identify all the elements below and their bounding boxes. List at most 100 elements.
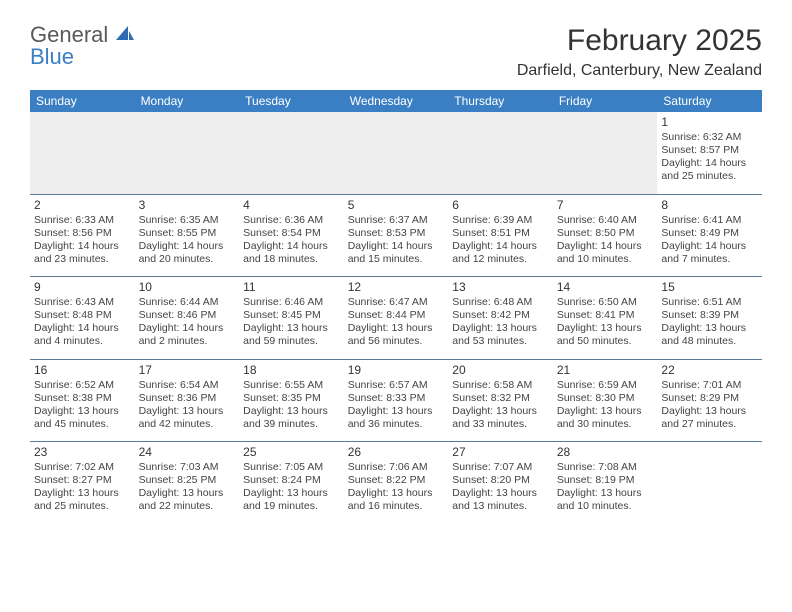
day-cell: [448, 112, 553, 194]
sunset-text: Sunset: 8:33 PM: [348, 392, 445, 405]
daylight-text: Daylight: 14 hours and 2 minutes.: [139, 322, 236, 348]
day-number: 17: [139, 363, 236, 378]
daylight-text: Daylight: 13 hours and 48 minutes.: [661, 322, 758, 348]
logo-text: General Blue: [30, 24, 134, 68]
sunrise-text: Sunrise: 6:40 AM: [557, 214, 654, 227]
sunset-text: Sunset: 8:46 PM: [139, 309, 236, 322]
daylight-text: Daylight: 14 hours and 12 minutes.: [452, 240, 549, 266]
day-cell: 9Sunrise: 6:43 AMSunset: 8:48 PMDaylight…: [30, 276, 135, 359]
sunset-text: Sunset: 8:19 PM: [557, 474, 654, 487]
day-number: 3: [139, 198, 236, 213]
sunrise-text: Sunrise: 6:51 AM: [661, 296, 758, 309]
sunrise-text: Sunrise: 6:55 AM: [243, 379, 340, 392]
day-number: 25: [243, 445, 340, 460]
day-number: 12: [348, 280, 445, 295]
day-cell: 8Sunrise: 6:41 AMSunset: 8:49 PMDaylight…: [657, 194, 762, 277]
day-number: 26: [348, 445, 445, 460]
day-cell: 25Sunrise: 7:05 AMSunset: 8:24 PMDayligh…: [239, 441, 344, 524]
daylight-text: Daylight: 13 hours and 39 minutes.: [243, 405, 340, 431]
sunset-text: Sunset: 8:49 PM: [661, 227, 758, 240]
day-number: 24: [139, 445, 236, 460]
day-cell: [344, 112, 449, 194]
sunrise-text: Sunrise: 7:06 AM: [348, 461, 445, 474]
day-cell: 18Sunrise: 6:55 AMSunset: 8:35 PMDayligh…: [239, 359, 344, 442]
day-cell: 1Sunrise: 6:32 AMSunset: 8:57 PMDaylight…: [657, 112, 762, 194]
daylight-text: Daylight: 13 hours and 22 minutes.: [139, 487, 236, 513]
day-number: 7: [557, 198, 654, 213]
sunrise-text: Sunrise: 6:48 AM: [452, 296, 549, 309]
day-number: 19: [348, 363, 445, 378]
weekday-header: Wednesday: [344, 90, 449, 112]
daylight-text: Daylight: 14 hours and 7 minutes.: [661, 240, 758, 266]
day-number: 8: [661, 198, 758, 213]
month-title: February 2025: [517, 24, 762, 58]
daylight-text: Daylight: 13 hours and 25 minutes.: [34, 487, 131, 513]
header: General Blue February 2025 Darfield, Can…: [30, 24, 762, 80]
day-cell: 11Sunrise: 6:46 AMSunset: 8:45 PMDayligh…: [239, 276, 344, 359]
daylight-text: Daylight: 13 hours and 16 minutes.: [348, 487, 445, 513]
day-cell: 10Sunrise: 6:44 AMSunset: 8:46 PMDayligh…: [135, 276, 240, 359]
daylight-text: Daylight: 13 hours and 56 minutes.: [348, 322, 445, 348]
daylight-text: Daylight: 14 hours and 25 minutes.: [661, 157, 758, 183]
daylight-text: Daylight: 14 hours and 15 minutes.: [348, 240, 445, 266]
daylight-text: Daylight: 13 hours and 27 minutes.: [661, 405, 758, 431]
day-number: 13: [452, 280, 549, 295]
sunrise-text: Sunrise: 7:01 AM: [661, 379, 758, 392]
daylight-text: Daylight: 14 hours and 18 minutes.: [243, 240, 340, 266]
sunrise-text: Sunrise: 6:37 AM: [348, 214, 445, 227]
day-number: 5: [348, 198, 445, 213]
sunset-text: Sunset: 8:48 PM: [34, 309, 131, 322]
day-cell: 2Sunrise: 6:33 AMSunset: 8:56 PMDaylight…: [30, 194, 135, 277]
sunrise-text: Sunrise: 6:33 AM: [34, 214, 131, 227]
sunset-text: Sunset: 8:32 PM: [452, 392, 549, 405]
day-cell: 3Sunrise: 6:35 AMSunset: 8:55 PMDaylight…: [135, 194, 240, 277]
sunset-text: Sunset: 8:41 PM: [557, 309, 654, 322]
daylight-text: Daylight: 14 hours and 10 minutes.: [557, 240, 654, 266]
day-number: 4: [243, 198, 340, 213]
daylight-text: Daylight: 13 hours and 45 minutes.: [34, 405, 131, 431]
day-number: 9: [34, 280, 131, 295]
title-block: February 2025 Darfield, Canterbury, New …: [517, 24, 762, 80]
day-cell: 6Sunrise: 6:39 AMSunset: 8:51 PMDaylight…: [448, 194, 553, 277]
sunset-text: Sunset: 8:35 PM: [243, 392, 340, 405]
day-number: 27: [452, 445, 549, 460]
calendar: SundayMondayTuesdayWednesdayThursdayFrid…: [30, 90, 762, 524]
sunset-text: Sunset: 8:56 PM: [34, 227, 131, 240]
day-cell: 27Sunrise: 7:07 AMSunset: 8:20 PMDayligh…: [448, 441, 553, 524]
sunset-text: Sunset: 8:24 PM: [243, 474, 340, 487]
day-cell: 15Sunrise: 6:51 AMSunset: 8:39 PMDayligh…: [657, 276, 762, 359]
daylight-text: Daylight: 13 hours and 13 minutes.: [452, 487, 549, 513]
weekday-header: Friday: [553, 90, 658, 112]
sunset-text: Sunset: 8:29 PM: [661, 392, 758, 405]
sunset-text: Sunset: 8:30 PM: [557, 392, 654, 405]
daylight-text: Daylight: 13 hours and 36 minutes.: [348, 405, 445, 431]
sunrise-text: Sunrise: 6:59 AM: [557, 379, 654, 392]
sunrise-text: Sunrise: 6:46 AM: [243, 296, 340, 309]
daylight-text: Daylight: 14 hours and 4 minutes.: [34, 322, 131, 348]
sunrise-text: Sunrise: 7:05 AM: [243, 461, 340, 474]
sunset-text: Sunset: 8:25 PM: [139, 474, 236, 487]
weekday-header: Thursday: [448, 90, 553, 112]
weekday-header: Saturday: [657, 90, 762, 112]
sunset-text: Sunset: 8:53 PM: [348, 227, 445, 240]
sunset-text: Sunset: 8:50 PM: [557, 227, 654, 240]
sunrise-text: Sunrise: 7:07 AM: [452, 461, 549, 474]
sail-icon: [116, 24, 134, 40]
sunset-text: Sunset: 8:42 PM: [452, 309, 549, 322]
sunset-text: Sunset: 8:57 PM: [661, 144, 758, 157]
day-number: 11: [243, 280, 340, 295]
day-cell: [30, 112, 135, 194]
sunrise-text: Sunrise: 6:36 AM: [243, 214, 340, 227]
logo: General Blue: [30, 24, 134, 68]
day-cell: 26Sunrise: 7:06 AMSunset: 8:22 PMDayligh…: [344, 441, 449, 524]
day-cell: 12Sunrise: 6:47 AMSunset: 8:44 PMDayligh…: [344, 276, 449, 359]
sunrise-text: Sunrise: 6:57 AM: [348, 379, 445, 392]
day-cell: [553, 112, 658, 194]
calendar-body: 1Sunrise: 6:32 AMSunset: 8:57 PMDaylight…: [30, 112, 762, 524]
sunrise-text: Sunrise: 6:41 AM: [661, 214, 758, 227]
sunset-text: Sunset: 8:45 PM: [243, 309, 340, 322]
sunrise-text: Sunrise: 6:35 AM: [139, 214, 236, 227]
day-number: 23: [34, 445, 131, 460]
daylight-text: Daylight: 13 hours and 53 minutes.: [452, 322, 549, 348]
sunrise-text: Sunrise: 6:50 AM: [557, 296, 654, 309]
